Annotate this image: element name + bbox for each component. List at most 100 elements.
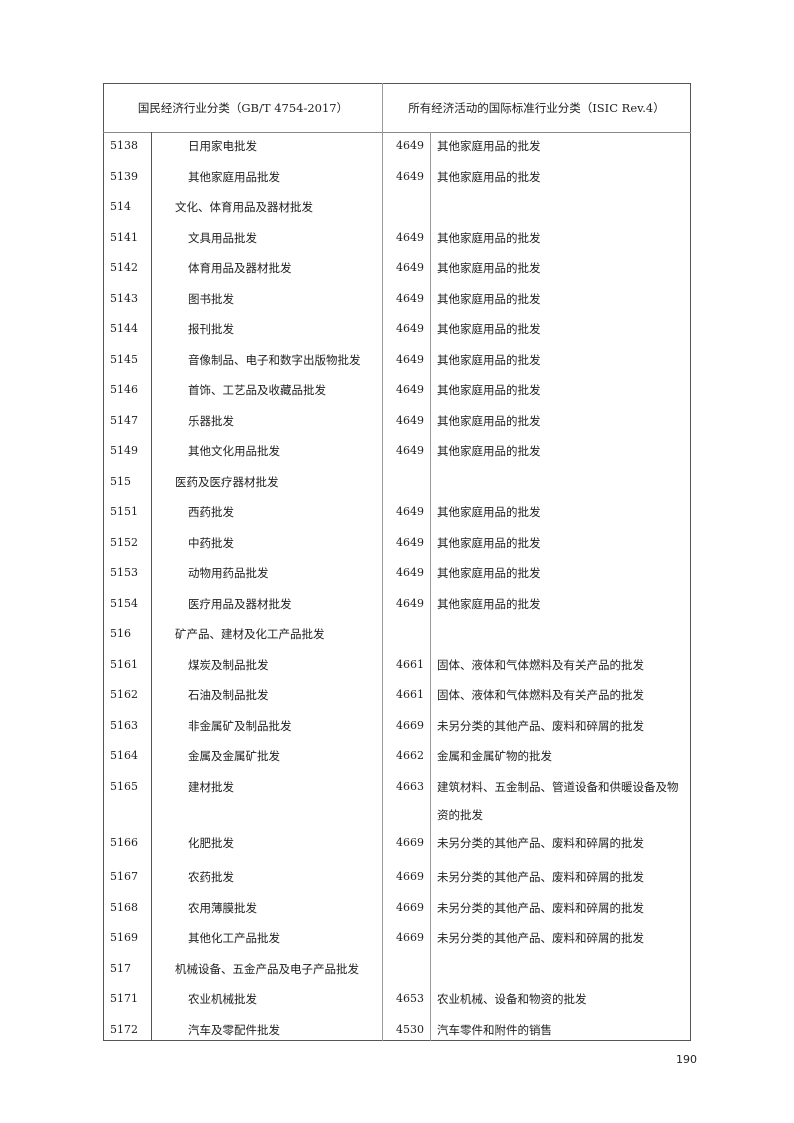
column-divider-right-code <box>430 132 431 1041</box>
gb-code: 5152 <box>110 535 138 549</box>
gb-name: 其他化工产品批发 <box>188 931 280 945</box>
gb-code: 5169 <box>110 931 138 944</box>
isic-name: 其他家庭用品的批发 <box>437 505 541 519</box>
isic-name: 建筑材料、五金制品、管道设备和供暖设备及物 <box>437 779 679 794</box>
table-border-left <box>103 83 104 1041</box>
gb-code: 5151 <box>110 505 138 518</box>
gb-name: 文化、体育用品及器材批发 <box>175 200 313 214</box>
column-divider-left-code <box>151 132 152 1041</box>
isic-code: 4669 <box>396 901 424 914</box>
gb-name: 音像制品、电子和数字出版物批发 <box>188 352 361 367</box>
gb-code: 5146 <box>110 383 138 396</box>
isic-code: 4649 <box>396 505 424 518</box>
isic-name: 未另分类的其他产品、废料和碎屑的批发 <box>437 901 644 915</box>
gb-name: 报刊批发 <box>188 322 234 336</box>
isic-code: 4663 <box>396 779 424 793</box>
isic-code: 4649 <box>396 566 424 579</box>
gb-name: 建材批发 <box>188 779 234 794</box>
isic-code: 4669 <box>396 836 424 849</box>
gb-code: 5162 <box>110 688 138 701</box>
isic-name-continued: 资的批发 <box>437 808 483 822</box>
gb-name: 其他文化用品批发 <box>188 444 280 458</box>
gb-name: 动物用药品批发 <box>188 566 269 580</box>
isic-code: 4649 <box>396 413 424 427</box>
isic-code: 4530 <box>396 1023 424 1036</box>
gb-code: 5147 <box>110 413 138 427</box>
isic-name: 其他家庭用品的批发 <box>437 352 541 367</box>
gb-code: 5153 <box>110 566 138 579</box>
header-gb-classification: 国民经济行业分类（GB/T 4754-2017） <box>137 101 349 115</box>
gb-name: 石油及制品批发 <box>188 688 269 702</box>
isic-name: 其他家庭用品的批发 <box>437 444 541 458</box>
gb-code: 5171 <box>110 992 138 1005</box>
gb-code: 5138 <box>110 139 138 152</box>
gb-name: 体育用品及器材批发 <box>188 261 292 275</box>
gb-code: 5164 <box>110 749 138 762</box>
gb-code: 514 <box>110 200 131 213</box>
isic-code: 4649 <box>396 291 424 305</box>
gb-code: 5154 <box>110 596 138 610</box>
isic-code: 4649 <box>396 322 424 335</box>
isic-code: 4669 <box>396 870 424 883</box>
gb-name: 图书批发 <box>188 291 234 306</box>
gb-code: 5167 <box>110 870 138 883</box>
isic-name: 其他家庭用品的批发 <box>437 139 541 153</box>
gb-name: 机械设备、五金产品及电子产品批发 <box>175 962 359 976</box>
isic-name: 固体、液体和气体燃料及有关产品的批发 <box>437 688 644 702</box>
isic-code: 4662 <box>396 749 424 762</box>
gb-code: 5149 <box>110 444 138 457</box>
isic-name: 农业机械、设备和物资的批发 <box>437 992 587 1006</box>
gb-name: 化肥批发 <box>188 836 234 850</box>
header-isic-classification: 所有经济活动的国际标准行业分类（ISIC Rev.4） <box>408 101 665 115</box>
isic-code: 4649 <box>396 169 424 183</box>
isic-name: 固体、液体和气体燃料及有关产品的批发 <box>437 657 644 672</box>
isic-name: 其他家庭用品的批发 <box>437 413 541 428</box>
isic-name: 金属和金属矿物的批发 <box>437 749 552 763</box>
table-border-top <box>103 83 691 84</box>
isic-name: 未另分类的其他产品、废料和碎屑的批发 <box>437 931 644 945</box>
gb-name: 农用薄膜批发 <box>188 901 257 915</box>
gb-name: 其他家庭用品批发 <box>188 169 280 184</box>
gb-name: 乐器批发 <box>188 413 234 428</box>
gb-code: 5144 <box>110 322 138 335</box>
isic-name: 其他家庭用品的批发 <box>437 291 541 306</box>
isic-code: 4649 <box>396 535 424 549</box>
isic-code: 4649 <box>396 352 424 366</box>
isic-name: 其他家庭用品的批发 <box>437 566 541 580</box>
gb-code: 517 <box>110 962 131 975</box>
isic-code: 4669 <box>396 931 424 944</box>
isic-name: 其他家庭用品的批发 <box>437 535 541 550</box>
gb-code: 5172 <box>110 1023 138 1036</box>
gb-code: 5163 <box>110 718 138 732</box>
gb-name: 西药批发 <box>188 505 234 519</box>
isic-code: 4669 <box>396 718 424 732</box>
isic-code: 4661 <box>396 657 424 671</box>
gb-code: 5161 <box>110 657 138 671</box>
gb-name: 煤炭及制品批发 <box>188 657 269 672</box>
isic-code: 4661 <box>396 688 424 701</box>
isic-code: 4653 <box>396 992 424 1005</box>
isic-code: 4649 <box>396 230 424 244</box>
isic-name: 其他家庭用品的批发 <box>437 383 541 397</box>
isic-name: 其他家庭用品的批发 <box>437 596 541 611</box>
isic-code: 4649 <box>396 139 424 152</box>
gb-name: 医疗用品及器材批发 <box>188 596 292 611</box>
gb-code: 5145 <box>110 352 138 366</box>
gb-code: 5142 <box>110 261 138 274</box>
gb-name: 文具用品批发 <box>188 230 257 245</box>
isic-code: 4649 <box>396 444 424 457</box>
gb-code: 5165 <box>110 779 138 793</box>
table-border-right <box>690 83 691 1041</box>
gb-name: 中药批发 <box>188 535 234 550</box>
gb-name: 首饰、工艺品及收藏品批发 <box>188 383 326 397</box>
isic-name: 其他家庭用品的批发 <box>437 169 541 184</box>
table-border-bottom <box>103 1040 691 1041</box>
isic-name: 未另分类的其他产品、废料和碎屑的批发 <box>437 836 644 850</box>
page-number: 190 <box>676 1053 697 1066</box>
gb-name: 汽车及零配件批发 <box>188 1023 280 1037</box>
isic-name: 其他家庭用品的批发 <box>437 230 541 245</box>
isic-name: 汽车零件和附件的销售 <box>437 1023 552 1037</box>
gb-name: 医药及医疗器材批发 <box>175 474 279 489</box>
gb-name: 矿产品、建材及化工产品批发 <box>175 627 325 641</box>
